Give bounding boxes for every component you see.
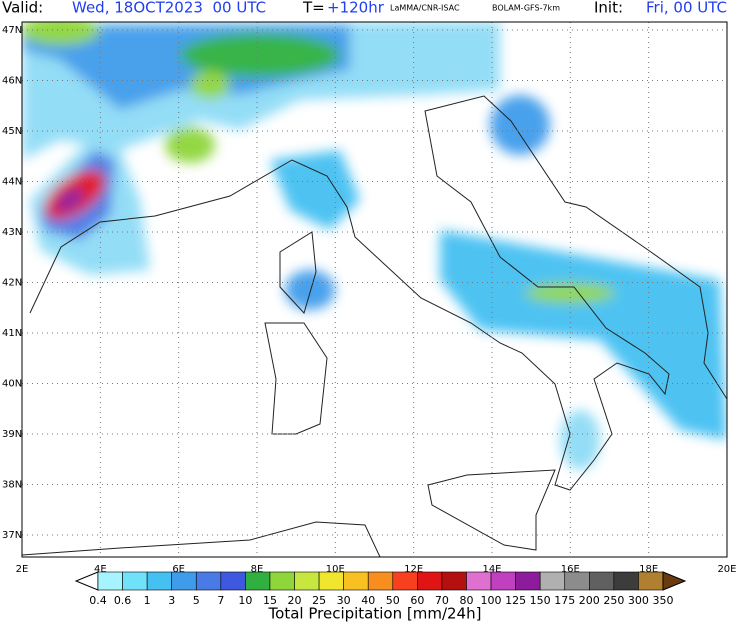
lead-label: T= [302, 0, 325, 17]
colorbar-label: 125 [505, 594, 526, 607]
colorbar-cell [294, 571, 320, 591]
lon-label: 16E [561, 564, 580, 575]
colorbar-label: 50 [386, 594, 400, 607]
lat-label: 39N [2, 429, 22, 440]
colorbar: 0.4 0.6 1 3 5 7 10 15 20 25 30 40 50 60 70 80 100 125 150 1… [74, 571, 687, 607]
lat-label: 43N [2, 227, 22, 238]
lon-label: 2E [16, 564, 29, 575]
lat-label: 47N [2, 25, 22, 36]
lon-label: 14E [482, 564, 501, 575]
colorbar-arrow [662, 571, 687, 591]
lat-label: 38N [2, 480, 22, 491]
colorbar-label: 20 [288, 594, 302, 607]
lead-time: +120hr [327, 0, 385, 17]
lat-label: 37N [2, 530, 22, 541]
lat-label: 40N [2, 379, 22, 390]
colorbar-cell [122, 571, 148, 591]
colorbar-cell [441, 571, 467, 591]
colorbar-cell [269, 571, 295, 591]
init-label: Init: [594, 0, 623, 17]
lon-label: 20E [717, 564, 736, 575]
lat-label: 44N [2, 177, 22, 188]
colorbar-label: 250 [603, 594, 624, 607]
colorbar-label: 5 [193, 594, 200, 607]
lat-label: 46N [2, 76, 22, 87]
map-frame [21, 21, 728, 558]
coastlines [22, 95, 727, 557]
colorbar-label: 30 [337, 594, 351, 607]
colorbar-label: 7 [217, 594, 224, 607]
colorbar-label: 200 [579, 594, 600, 607]
lon-label: 6E [172, 564, 185, 575]
colorbar-label: 15 [263, 594, 277, 607]
colorbar-cell [613, 571, 639, 591]
lon-label: 12E [404, 564, 423, 575]
colorbar-label: 60 [410, 594, 424, 607]
colorbar-cell [367, 571, 394, 591]
colorbar-label: 80 [459, 594, 473, 607]
colorbar-title: Total Precipitation [mm/24h] [268, 605, 482, 623]
colorbar-cell [589, 571, 615, 591]
precipitation [22, 22, 727, 470]
valid-time: Wed, 18OCT2023 00 UTC [72, 0, 266, 17]
colorbar-cell [195, 571, 222, 591]
colorbar-cell [343, 571, 369, 591]
map-area [22, 22, 727, 557]
valid-label: Valid: [2, 0, 43, 17]
colorbar-label: 175 [554, 594, 575, 607]
colorbar-label: 70 [435, 594, 449, 607]
colorbar-label: 1 [144, 594, 151, 607]
lat-label: 45N [2, 126, 22, 137]
init-time: Fri, 00 UTC [646, 0, 727, 17]
colorbar-cell [146, 571, 172, 591]
colorbar-label: 25 [312, 594, 326, 607]
lon-label: 4E [94, 564, 107, 575]
colorbar-label: 150 [530, 594, 551, 607]
colorbar-cell [515, 571, 541, 591]
colorbar-cell [220, 571, 246, 591]
colorbar-label: 100 [481, 594, 502, 607]
colorbar-label: 0.4 [89, 594, 107, 607]
colorbar-label: 0.6 [114, 594, 132, 607]
colorbar-label: 3 [168, 594, 175, 607]
lon-label: 18E [639, 564, 658, 575]
lat-label: 42N [2, 278, 22, 289]
source: LaMMA/CNR-ISAC [390, 4, 460, 13]
colorbar-label: 350 [653, 594, 674, 607]
colorbar-label: 300 [628, 594, 649, 607]
colorbar-label: 40 [361, 594, 375, 607]
lon-label: 10E [326, 564, 345, 575]
lon-label: 8E [251, 564, 264, 575]
colorbar-label: 10 [238, 594, 252, 607]
header: Valid: Wed, 18OCT2023 00 UTC T= +120hr L… [2, 0, 727, 17]
model: BOLAM-GFS-7km [492, 4, 560, 13]
lat-label: 41N [2, 328, 22, 339]
